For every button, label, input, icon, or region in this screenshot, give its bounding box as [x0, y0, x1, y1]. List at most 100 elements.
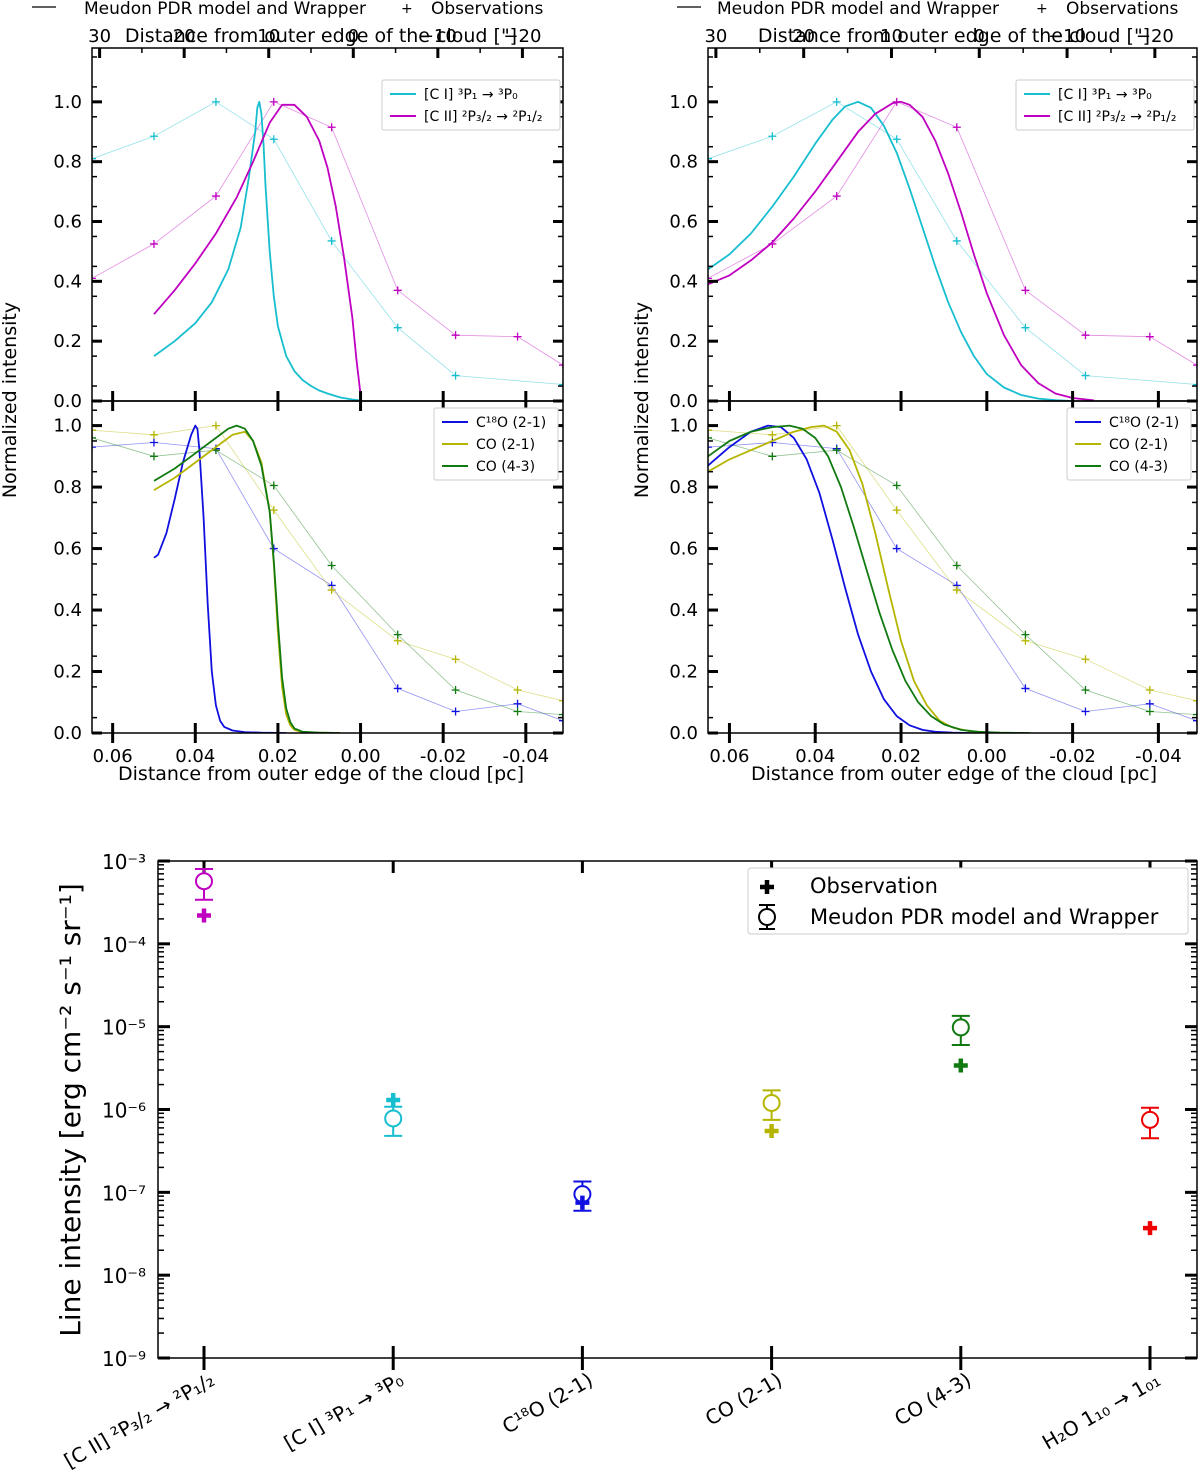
obs-point [451, 707, 460, 716]
obs-point [892, 481, 901, 490]
model-line [153, 103, 362, 396]
obs-point [1145, 707, 1154, 716]
obs-point [211, 421, 220, 430]
y-tick-label: 0.8 [669, 477, 698, 498]
obs-point [393, 630, 402, 639]
x-tick-label: -0.04 [1135, 746, 1182, 767]
obs-legend-marker: + [1036, 1, 1048, 17]
y-tick-label: 0.0 [53, 391, 82, 412]
legend-label: [C II] ²P₃/₂ → ²P₁/₂ [424, 109, 542, 125]
axes-frame [707, 400, 1198, 734]
obs-point [92, 274, 96, 283]
obs-point [393, 684, 402, 693]
y-tick-label: 0.0 [669, 391, 698, 412]
obs-point [451, 331, 460, 340]
obs-point [559, 696, 563, 705]
obs-point [708, 443, 712, 452]
obs-legend-label: Observations [431, 0, 544, 19]
obs-point [1193, 716, 1197, 725]
obs-point [892, 506, 901, 515]
axes-frame [91, 400, 564, 734]
model-line [708, 424, 1009, 733]
observation-point [386, 1093, 401, 1108]
model-line [153, 424, 340, 733]
obs-point [149, 430, 158, 439]
obs-point [1021, 684, 1030, 693]
obs-point [559, 710, 563, 719]
x-tick-label: 0.02 [881, 746, 921, 767]
obs-point [327, 586, 336, 595]
obs-point [832, 421, 841, 430]
obs-line [708, 442, 1197, 722]
x-tick-label: -0.04 [503, 746, 550, 767]
obs-point [768, 132, 777, 141]
model-point [951, 1018, 970, 1037]
left-bottom-axis-title: Distance from outer edge of the cloud [p… [118, 763, 524, 785]
axes-frame [157, 860, 1198, 1359]
x-tick-label: -0.02 [1049, 746, 1096, 767]
obs-point [952, 561, 961, 570]
x2-tick-label: 10 [880, 26, 903, 47]
obs-point [1021, 286, 1030, 295]
y-tick-label: 1.0 [53, 92, 82, 113]
plot-area [92, 421, 563, 733]
obs-point [1145, 332, 1154, 341]
legend-label: CO (4-3) [476, 459, 535, 475]
x2-tick-label: −10 [419, 26, 457, 47]
legend-label: [C II] ²P₃/₂ → ²P₁/₂ [1058, 109, 1176, 125]
observation-point [197, 908, 211, 923]
legend-label: C¹⁸O (2-1) [1109, 415, 1179, 431]
obs-point [708, 154, 712, 163]
category-label: [C I] ³P₁ → ³P₀ [280, 1368, 408, 1456]
model-legend-label: Meudon PDR model and Wrapper [84, 0, 366, 19]
obs-point [892, 135, 901, 144]
right-bottom-panel: 0.0 0.2 0.4 0.6 0.8 1.0 0.06 0.04 0.02 0.00 -0.02 -… [669, 400, 1198, 767]
obs-point [708, 274, 712, 283]
obs-legend-label: Observations [1066, 0, 1179, 19]
obs-point [768, 452, 777, 461]
obs-point [1145, 685, 1154, 694]
obs-point [1081, 331, 1090, 340]
obs-point [149, 132, 158, 141]
x2-tick-label: 0 [974, 26, 985, 47]
x-tick-label: 0.04 [795, 746, 835, 767]
x-tick-label: 0.06 [93, 746, 133, 767]
right-ylabel: Normalized intensity [631, 302, 653, 498]
y-tick-label: 0.0 [669, 723, 698, 744]
obs-legend-marker: + [401, 1, 413, 17]
x-tick-label: 0.00 [341, 746, 381, 767]
plot-area [708, 421, 1197, 733]
x2-tick-label: 10 [257, 26, 280, 47]
y-tick-label: 10⁻⁶ [102, 1099, 146, 1123]
y-tick-label: 0.8 [669, 152, 698, 173]
legend-label: [C I] ³P₁ → ³P₀ [424, 87, 518, 103]
observation-point [1143, 1221, 1157, 1236]
obs-point [768, 430, 777, 439]
intensity-panel: 10⁻⁹ 10⁻⁸ 10⁻⁷ 10⁻⁶ 10⁻⁵ 10⁻⁴ 10⁻³ [C II] ²P₃/₂… [54, 850, 1198, 1473]
y-tick-label: 0.4 [53, 600, 82, 621]
x-tick-label: 0.04 [175, 746, 215, 767]
y-tick-label: 10⁻³ [102, 850, 146, 874]
obs-point [559, 380, 563, 389]
obs-point [1193, 380, 1197, 389]
model-point [195, 872, 213, 891]
legend-label: Meudon PDR model and Wrapper [810, 905, 1159, 929]
legend-label: C¹⁸O (2-1) [476, 415, 546, 431]
y-tick-label: 1.0 [669, 416, 698, 437]
obs-point [1021, 630, 1030, 639]
obs-point [451, 685, 460, 694]
legend-label: CO (2-1) [476, 437, 535, 453]
y-tick-label: 0.2 [53, 331, 82, 352]
obs-point [1081, 655, 1090, 664]
x2-tick-label: −10 [1048, 26, 1086, 47]
obs-point [211, 192, 220, 201]
y-tick-label: 0.6 [53, 212, 82, 233]
obs-point [92, 154, 96, 163]
obs-line [92, 101, 563, 385]
obs-point [559, 716, 563, 725]
obs-point [211, 97, 220, 106]
model-line [708, 424, 1030, 733]
obs-point [952, 586, 961, 595]
x-tick-label: -0.02 [420, 746, 467, 767]
observation-point [764, 1124, 779, 1139]
